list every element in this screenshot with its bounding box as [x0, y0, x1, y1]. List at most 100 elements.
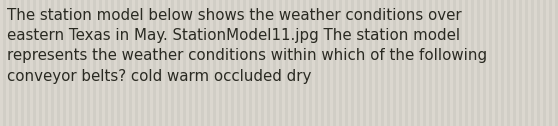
Bar — [108, 0, 111, 126]
Bar — [183, 0, 186, 126]
Bar — [120, 0, 123, 126]
Bar — [477, 0, 480, 126]
Bar — [168, 0, 171, 126]
Bar — [324, 0, 327, 126]
Bar — [483, 0, 486, 126]
Bar — [249, 0, 252, 126]
Bar — [255, 0, 258, 126]
Bar — [126, 0, 129, 126]
Bar — [420, 0, 423, 126]
Bar — [279, 0, 282, 126]
Bar — [549, 0, 552, 126]
Bar — [498, 0, 501, 126]
Bar — [390, 0, 393, 126]
Bar — [411, 0, 414, 126]
Bar — [504, 0, 507, 126]
Bar — [552, 0, 555, 126]
Bar — [81, 0, 84, 126]
Bar — [423, 0, 426, 126]
Bar — [189, 0, 192, 126]
Bar — [384, 0, 387, 126]
Bar — [309, 0, 312, 126]
Bar — [228, 0, 231, 126]
Bar — [180, 0, 183, 126]
Bar — [414, 0, 417, 126]
Bar — [90, 0, 93, 126]
Bar — [333, 0, 336, 126]
Text: The station model below shows the weather conditions over
eastern Texas in May. : The station model below shows the weathe… — [7, 8, 487, 84]
Bar — [375, 0, 378, 126]
Bar — [162, 0, 165, 126]
Bar — [291, 0, 294, 126]
Bar — [6, 0, 9, 126]
Bar — [438, 0, 441, 126]
Bar — [150, 0, 153, 126]
Bar — [444, 0, 447, 126]
Bar — [369, 0, 372, 126]
Bar — [246, 0, 249, 126]
Bar — [288, 0, 291, 126]
Bar — [159, 0, 162, 126]
Bar — [60, 0, 63, 126]
Bar — [519, 0, 522, 126]
Bar — [141, 0, 144, 126]
Bar — [396, 0, 399, 126]
Bar — [9, 0, 12, 126]
Bar — [99, 0, 102, 126]
Bar — [87, 0, 90, 126]
Bar — [222, 0, 225, 126]
Bar — [318, 0, 321, 126]
Bar — [273, 0, 276, 126]
Bar — [219, 0, 222, 126]
Bar — [72, 0, 75, 126]
Bar — [117, 0, 120, 126]
Bar — [501, 0, 504, 126]
Bar — [0, 0, 3, 126]
Bar — [36, 0, 39, 126]
Bar — [240, 0, 243, 126]
Bar — [234, 0, 237, 126]
Bar — [417, 0, 420, 126]
Bar — [315, 0, 318, 126]
Bar — [402, 0, 405, 126]
Bar — [177, 0, 180, 126]
Bar — [252, 0, 255, 126]
Bar — [45, 0, 48, 126]
Bar — [84, 0, 87, 126]
Bar — [486, 0, 489, 126]
Bar — [303, 0, 306, 126]
Bar — [387, 0, 390, 126]
Bar — [21, 0, 24, 126]
Bar — [543, 0, 546, 126]
Bar — [447, 0, 450, 126]
Bar — [405, 0, 408, 126]
Bar — [129, 0, 132, 126]
Bar — [186, 0, 189, 126]
Bar — [462, 0, 465, 126]
Bar — [327, 0, 330, 126]
Bar — [342, 0, 345, 126]
Bar — [345, 0, 348, 126]
Bar — [30, 0, 33, 126]
Bar — [321, 0, 324, 126]
Bar — [123, 0, 126, 126]
Bar — [456, 0, 459, 126]
Bar — [360, 0, 363, 126]
Bar — [111, 0, 114, 126]
Bar — [306, 0, 309, 126]
Bar — [213, 0, 216, 126]
Bar — [66, 0, 69, 126]
Bar — [507, 0, 510, 126]
Bar — [336, 0, 339, 126]
Bar — [297, 0, 300, 126]
Bar — [261, 0, 264, 126]
Bar — [231, 0, 234, 126]
Bar — [531, 0, 534, 126]
Bar — [147, 0, 150, 126]
Bar — [381, 0, 384, 126]
Bar — [285, 0, 288, 126]
Bar — [15, 0, 18, 126]
Bar — [513, 0, 516, 126]
Bar — [516, 0, 519, 126]
Bar — [144, 0, 147, 126]
